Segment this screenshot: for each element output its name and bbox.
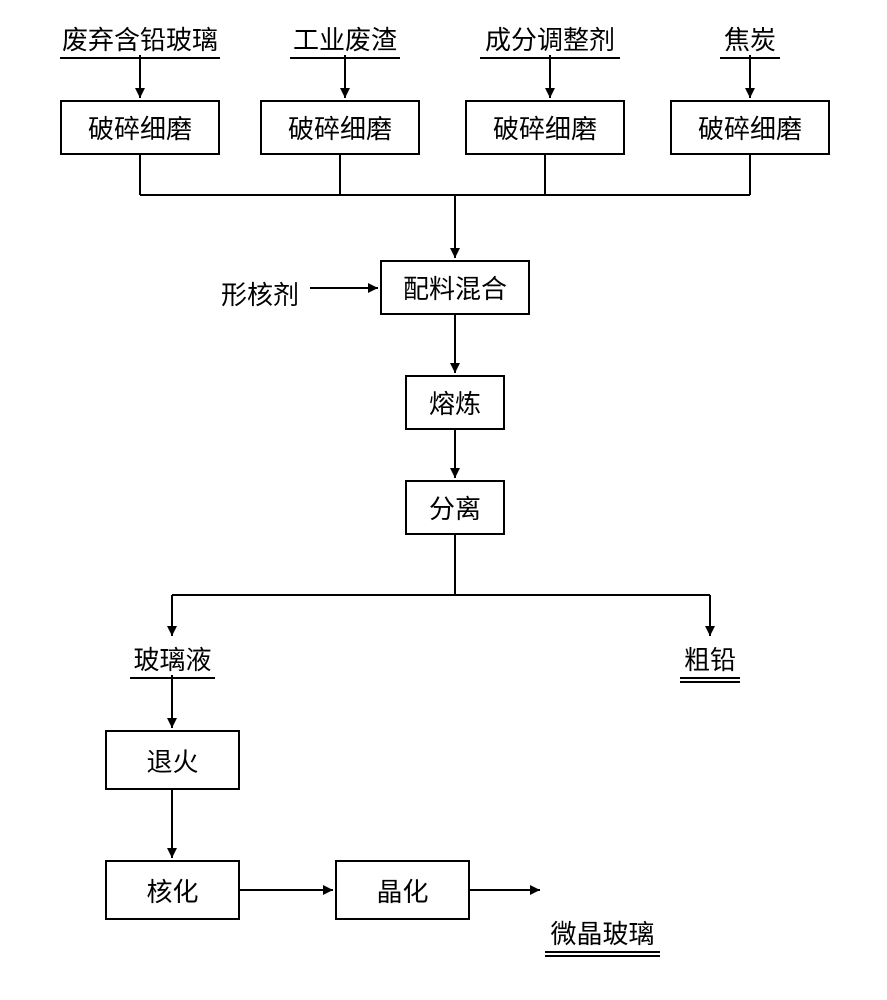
input-industrial-slag: 工业废渣: [290, 20, 400, 59]
input-lead-glass: 废弃含铅玻璃: [60, 20, 220, 59]
grind-box-4: 破碎细磨: [670, 100, 830, 155]
grind-box-2: 破碎细磨: [260, 100, 420, 155]
nucleating-agent-label: 形核剂: [215, 275, 305, 312]
nucleation-box: 核化: [105, 860, 240, 920]
anneal-box: 退火: [105, 730, 240, 790]
mix-box: 配料混合: [380, 260, 530, 315]
grind-box-3: 破碎细磨: [465, 100, 625, 155]
smelt-box: 熔炼: [405, 375, 505, 430]
crystallization-box: 晶化: [335, 860, 470, 920]
crude-lead-label: 粗铅: [680, 640, 740, 679]
grind-box-1: 破碎细磨: [60, 100, 220, 155]
separate-box: 分离: [405, 480, 505, 535]
microcrystalline-glass-label: 微晶玻璃: [545, 914, 660, 953]
input-coke: 焦炭: [720, 20, 780, 59]
glass-liquid-label: 玻璃液: [130, 640, 215, 679]
input-composition-adjuster: 成分调整剂: [480, 20, 620, 59]
